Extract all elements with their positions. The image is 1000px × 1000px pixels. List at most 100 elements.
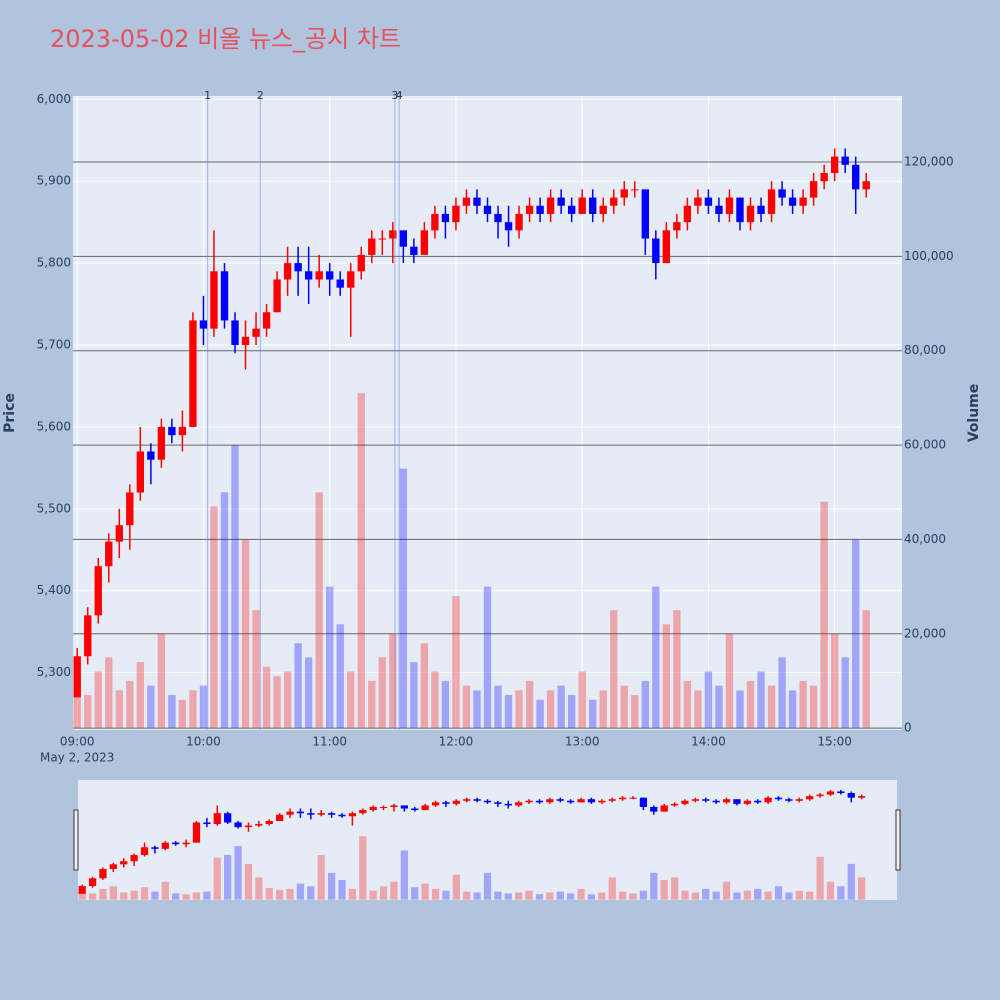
volume-bar (252, 610, 260, 729)
mini-candle-body (504, 803, 512, 806)
volume-bar (210, 506, 218, 729)
volume-bar (389, 633, 397, 729)
candle-body (147, 451, 155, 460)
volume-bar (178, 699, 187, 729)
mini-volume-bar (816, 856, 824, 900)
volume-bar (830, 633, 839, 729)
mini-volume-bar (275, 889, 284, 900)
candle-body (357, 254, 365, 272)
volume-bar (220, 492, 229, 729)
mini-candle-body (556, 799, 564, 801)
candle-body (536, 205, 544, 214)
mini-candle-body (837, 791, 845, 794)
x-tick-label: 10:00 (186, 735, 221, 749)
y2-tick-label: 40,000 (904, 532, 946, 546)
mini-volume-bar (567, 893, 575, 900)
mini-candle-body (379, 806, 388, 808)
mini-candle-body (172, 842, 180, 845)
mini-volume-bar (452, 874, 460, 900)
volume-bar (683, 680, 692, 729)
volume-bar (852, 539, 860, 729)
mini-volume-bar (109, 886, 117, 900)
volume-bar (610, 610, 618, 729)
y-tick-label: 5,500 (37, 501, 71, 515)
mini-volume-bar (598, 892, 606, 900)
volume-bar (410, 662, 418, 729)
mini-candle-body (317, 813, 325, 815)
mini-candle-body (88, 878, 97, 887)
mini-candle-body (338, 814, 346, 817)
candle-body (326, 271, 334, 280)
y-tick-label: 5,800 (37, 256, 71, 270)
news-label: 2 (257, 89, 264, 102)
x-tick-label: 13:00 (565, 735, 600, 749)
mini-volume-bar (327, 872, 336, 900)
candle-body (788, 197, 797, 206)
volume-bar (746, 680, 755, 729)
candle-body (283, 263, 292, 280)
mini-volume-bar (670, 877, 679, 900)
mini-candle-body (442, 802, 450, 804)
candle-body (862, 181, 870, 190)
mini-candle-body (275, 814, 284, 821)
mini-candle-body (130, 855, 138, 862)
y-tick-label: 5,700 (37, 338, 71, 352)
candle-body (631, 189, 639, 191)
mini-candle-body (473, 799, 481, 801)
x-tick-label: 11:00 (312, 735, 347, 749)
candle-body (241, 336, 250, 346)
y2-tick-label: 0 (904, 721, 912, 735)
mini-candle-body (515, 802, 523, 806)
y2-tick-label: 100,000 (904, 249, 954, 263)
candle-body (515, 213, 523, 231)
x-tick-label: 12:00 (439, 735, 474, 749)
mini-volume-bar (618, 891, 627, 900)
volume-bar (304, 657, 313, 729)
candle-body (410, 246, 418, 255)
volume-bar (504, 695, 513, 729)
mini-candle-body (307, 813, 315, 815)
candle-body (178, 426, 187, 436)
candle-body (746, 205, 755, 223)
candle-body (399, 230, 408, 247)
volume-bar (473, 690, 481, 729)
mini-candle-body (182, 842, 190, 845)
mini-volume-bar (546, 892, 554, 900)
mini-volume-bar (795, 890, 803, 900)
slider-handle-left[interactable] (73, 809, 79, 871)
mini-candle-body (743, 800, 751, 804)
mini-volume-bar (826, 881, 835, 900)
candle-body (473, 197, 481, 206)
slider-handle-right[interactable] (895, 809, 901, 871)
candle-body (94, 566, 102, 616)
mini-candle-body (639, 797, 648, 807)
mini-volume-bar (99, 888, 107, 900)
mini-candle-body (234, 822, 242, 828)
mini-volume-bar (411, 887, 419, 900)
mini-candle-body (598, 800, 606, 803)
volume-bar (105, 657, 113, 729)
candle-body (820, 172, 828, 182)
volume-bar (788, 690, 797, 729)
mini-candle-body (754, 800, 762, 803)
mini-candle-body (618, 797, 627, 800)
mini-volume-bar (286, 888, 294, 900)
candle-body (431, 213, 439, 231)
candle-body (157, 426, 166, 460)
volume-bar (799, 680, 807, 729)
volume-bar (431, 671, 439, 729)
mini-volume-bar (88, 893, 97, 900)
mini-candle-body (463, 799, 471, 801)
volume-bar (599, 690, 607, 729)
mini-volume-bar (515, 892, 523, 900)
mini-volume-bar (463, 891, 471, 900)
date-label: May 2, 2023 (40, 751, 114, 765)
mini-candle-body (78, 886, 86, 894)
mini-volume-bar (722, 881, 731, 900)
volume-bar (778, 657, 786, 729)
mini-volume-bar (203, 891, 211, 900)
mini-volume-bar (847, 863, 855, 900)
volume-bar (452, 596, 460, 729)
mini-candle-body (151, 847, 159, 849)
candle-body (347, 271, 355, 288)
